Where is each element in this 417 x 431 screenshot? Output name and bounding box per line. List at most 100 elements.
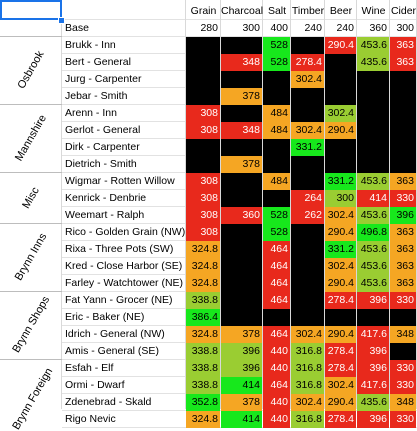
value-cell[interactable]: 308: [186, 122, 220, 139]
value-cell[interactable]: [221, 258, 262, 275]
value-cell[interactable]: 484: [263, 105, 290, 122]
value-cell[interactable]: 378: [221, 156, 262, 173]
value-cell[interactable]: 453.6: [357, 207, 389, 224]
value-cell[interactable]: [325, 309, 356, 326]
value-cell[interactable]: 464: [263, 241, 290, 258]
value-cell[interactable]: 300: [325, 190, 356, 207]
row-label[interactable]: Ormi - Dwarf: [65, 379, 125, 391]
value-cell[interactable]: 396: [357, 343, 389, 360]
value-cell[interactable]: [221, 292, 262, 309]
base-value-cell[interactable]: 400: [270, 22, 288, 34]
value-cell[interactable]: [291, 258, 324, 275]
value-cell[interactable]: [325, 156, 356, 173]
value-cell[interactable]: 396: [221, 360, 262, 377]
value-cell[interactable]: 363: [390, 258, 416, 275]
value-cell[interactable]: 348: [390, 326, 416, 343]
row-label[interactable]: Eric - Baker (NE): [65, 311, 145, 323]
value-cell[interactable]: [221, 309, 262, 326]
value-cell[interactable]: [357, 122, 389, 139]
value-cell[interactable]: 528: [263, 37, 290, 54]
value-cell[interactable]: 360: [221, 207, 262, 224]
value-cell[interactable]: [263, 88, 290, 105]
value-cell[interactable]: 435.6: [357, 54, 389, 71]
value-cell[interactable]: [390, 156, 416, 173]
value-cell[interactable]: 330: [390, 360, 416, 377]
row-label[interactable]: Bert - General: [65, 56, 131, 68]
value-cell[interactable]: 324.8: [186, 241, 220, 258]
value-cell[interactable]: 316.8: [291, 411, 324, 428]
value-cell[interactable]: 308: [186, 207, 220, 224]
value-cell[interactable]: 331.2: [325, 173, 356, 190]
value-cell[interactable]: 290.4: [325, 224, 356, 241]
value-cell[interactable]: [390, 105, 416, 122]
value-cell[interactable]: 338.8: [186, 377, 220, 394]
value-cell[interactable]: [291, 292, 324, 309]
value-cell[interactable]: 378: [221, 88, 262, 105]
value-cell[interactable]: 414: [221, 411, 262, 428]
value-cell[interactable]: 348: [221, 122, 262, 139]
value-cell[interactable]: 464: [263, 275, 290, 292]
base-value-cell[interactable]: 240: [304, 22, 322, 34]
value-cell[interactable]: [263, 71, 290, 88]
value-cell[interactable]: [221, 139, 262, 156]
value-cell[interactable]: [325, 71, 356, 88]
column-header[interactable]: Beer: [329, 5, 353, 17]
value-cell[interactable]: 330: [390, 377, 416, 394]
value-cell[interactable]: 363: [390, 173, 416, 190]
value-cell[interactable]: 330: [390, 190, 416, 207]
value-cell[interactable]: 440: [263, 360, 290, 377]
value-cell[interactable]: 417.6: [357, 326, 389, 343]
value-cell[interactable]: 290.4: [325, 122, 356, 139]
row-label[interactable]: Gerlot - General: [65, 124, 141, 136]
value-cell[interactable]: 352.8: [186, 394, 220, 411]
value-cell[interactable]: [186, 71, 220, 88]
value-cell[interactable]: [263, 309, 290, 326]
value-cell[interactable]: [325, 88, 356, 105]
value-cell[interactable]: [291, 37, 324, 54]
value-cell[interactable]: 324.8: [186, 258, 220, 275]
value-cell[interactable]: 262: [291, 207, 324, 224]
value-cell[interactable]: 324.8: [186, 326, 220, 343]
value-cell[interactable]: 363: [390, 54, 416, 71]
value-cell[interactable]: [357, 309, 389, 326]
column-header[interactable]: Timber: [291, 5, 325, 17]
value-cell[interactable]: 308: [186, 105, 220, 122]
value-cell[interactable]: 396: [357, 292, 389, 309]
value-cell[interactable]: [221, 105, 262, 122]
value-cell[interactable]: 363: [390, 275, 416, 292]
value-cell[interactable]: 414: [357, 190, 389, 207]
row-label[interactable]: Zdenebrad - Skald: [65, 396, 152, 408]
value-cell[interactable]: 386.4: [186, 309, 220, 326]
value-cell[interactable]: 302.4: [325, 207, 356, 224]
value-cell[interactable]: 302.4: [291, 326, 324, 343]
value-cell[interactable]: 417.6: [357, 377, 389, 394]
selected-cell[interactable]: [0, 0, 62, 20]
value-cell[interactable]: 464: [263, 377, 290, 394]
fill-handle[interactable]: [58, 17, 65, 24]
value-cell[interactable]: [186, 88, 220, 105]
value-cell[interactable]: 363: [390, 37, 416, 54]
value-cell[interactable]: 278.4: [291, 54, 324, 71]
row-label[interactable]: Jurg - Carpenter: [65, 73, 142, 85]
value-cell[interactable]: [221, 241, 262, 258]
value-cell[interactable]: 414: [221, 377, 262, 394]
value-cell[interactable]: 453.6: [357, 241, 389, 258]
value-cell[interactable]: 302.4: [291, 122, 324, 139]
value-cell[interactable]: 331.2: [291, 139, 324, 156]
value-cell[interactable]: 348: [221, 54, 262, 71]
column-header[interactable]: Cider: [390, 5, 417, 17]
value-cell[interactable]: [390, 122, 416, 139]
value-cell[interactable]: 440: [263, 394, 290, 411]
value-cell[interactable]: 363: [390, 224, 416, 241]
value-cell[interactable]: 324.8: [186, 275, 220, 292]
base-value-cell[interactable]: 240: [336, 22, 354, 34]
value-cell[interactable]: [291, 224, 324, 241]
value-cell[interactable]: [357, 105, 389, 122]
row-label[interactable]: Dirk - Carpenter: [65, 141, 140, 153]
value-cell[interactable]: 302.4: [291, 394, 324, 411]
value-cell[interactable]: 435.6: [357, 394, 389, 411]
value-cell[interactable]: 338.8: [186, 343, 220, 360]
value-cell[interactable]: [291, 105, 324, 122]
value-cell[interactable]: 396: [357, 411, 389, 428]
